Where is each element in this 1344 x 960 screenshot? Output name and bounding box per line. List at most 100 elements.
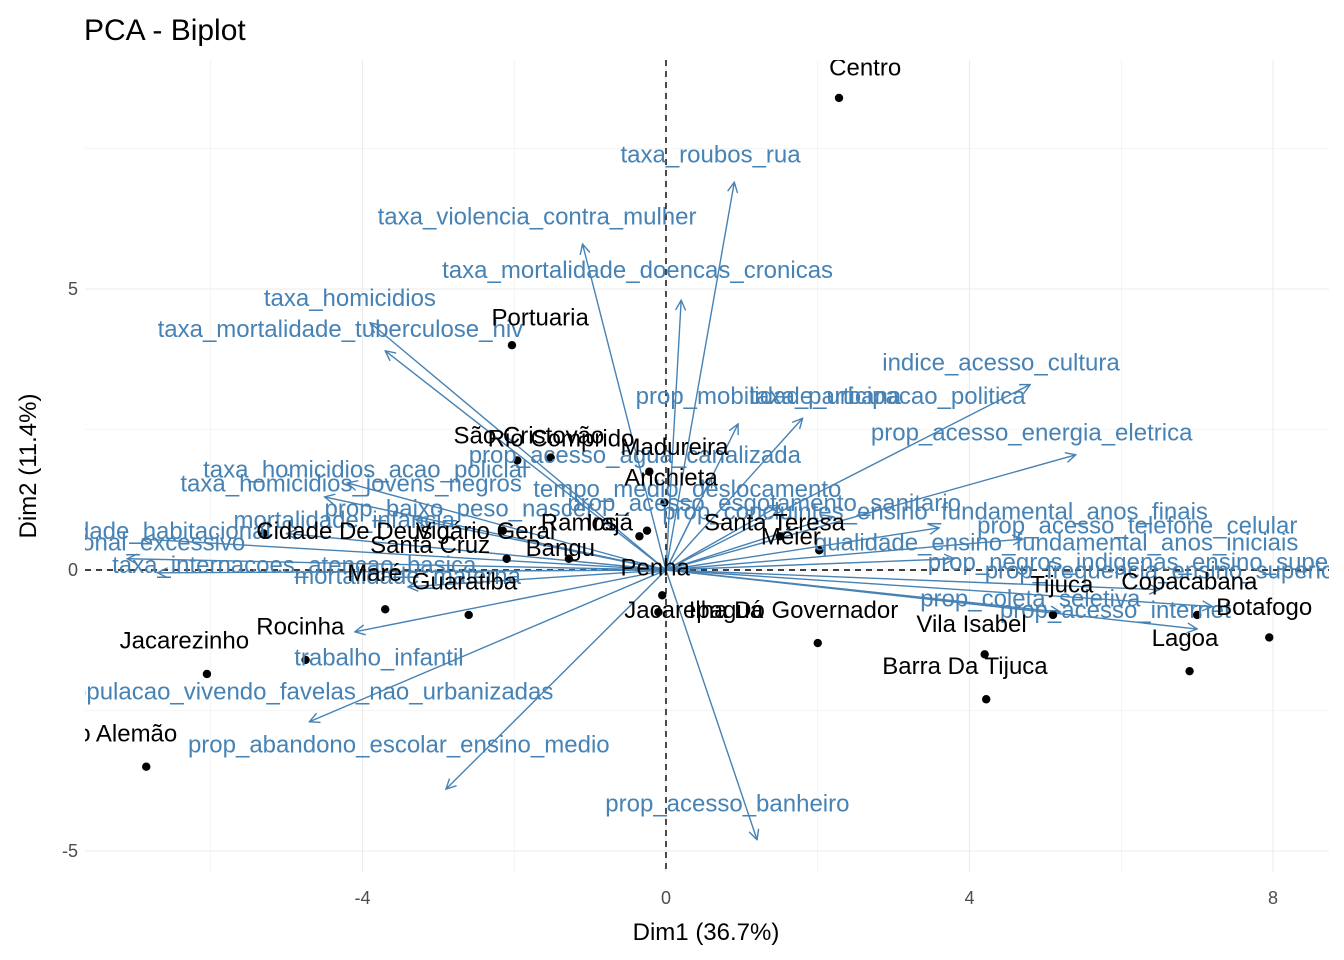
variable-arrow bbox=[416, 519, 667, 571]
individual-points bbox=[142, 93, 1274, 771]
variable-label: taxa_mortalidade_tuberculose_hiv bbox=[158, 316, 524, 343]
individual-point bbox=[202, 669, 212, 679]
individual-point bbox=[834, 93, 844, 103]
variable-label: prop_negros_indigenas_ensino_superior bbox=[928, 549, 1344, 576]
individual-point bbox=[507, 341, 517, 350]
individual-point bbox=[381, 605, 390, 614]
variable-label: taxa_homicidios_acao_policial bbox=[203, 456, 527, 483]
individual-label: Vigário Geral bbox=[416, 518, 556, 545]
variable-arrow bbox=[665, 300, 681, 571]
point-labels: taxa_roubos_rua taxa_violencia_contra_mul… bbox=[0, 54, 1344, 818]
chart-title: PCA - Biplot bbox=[84, 14, 246, 47]
y-axis-title: Dim2 (11.4%) bbox=[15, 394, 42, 539]
y-tick-label: -5 bbox=[62, 841, 78, 861]
individual-label: Copacabana bbox=[1121, 569, 1258, 596]
variable-label: taxa_internacoes_atencao_basica bbox=[112, 552, 477, 579]
variable-arrow bbox=[665, 539, 1023, 571]
variable-label: prop_frequencia_ensino_superior bbox=[985, 557, 1343, 584]
individual-label: Lagoa bbox=[1152, 625, 1219, 652]
individual-label: Ilha Do Governador bbox=[689, 597, 898, 624]
individual-label: Complexo Do Alemão bbox=[0, 720, 177, 747]
variable-arrow bbox=[665, 569, 1159, 590]
individual-label: Rio Comprido bbox=[488, 425, 635, 452]
variable-arrow bbox=[309, 569, 667, 722]
variable-arrow bbox=[665, 455, 1076, 571]
individual-point bbox=[658, 591, 667, 600]
individual-label: Centro bbox=[829, 54, 901, 81]
variable-label: prop_abandono_escolar_ensino_medio bbox=[188, 732, 610, 759]
variable-arrow bbox=[158, 570, 667, 573]
variable-label: prop_acesso_internet bbox=[1000, 597, 1231, 624]
individual-label: Tijuca bbox=[1030, 571, 1094, 598]
individual-point bbox=[635, 532, 644, 541]
individual-label: Jacarepaguá bbox=[624, 597, 763, 624]
variable-label: prop_mobilidade_urbana bbox=[636, 383, 902, 410]
individual-point bbox=[1048, 610, 1058, 620]
y-tick-label: 5 bbox=[68, 279, 78, 299]
variable-arrow bbox=[127, 559, 667, 571]
individual-label: Jacarezinho bbox=[120, 628, 249, 655]
x-tick-label: 8 bbox=[1268, 888, 1278, 908]
individual-label: Anchieta bbox=[624, 465, 718, 492]
variable-label: mortalidade_materna bbox=[294, 563, 521, 590]
variable-label: taxa_participacao_politica bbox=[749, 383, 1026, 410]
variable-label: prop_acesso_banheiro bbox=[605, 791, 849, 818]
individual-label: Cidade De Deus bbox=[256, 518, 432, 545]
variable-arrow bbox=[408, 569, 667, 587]
variable-arrow bbox=[665, 559, 954, 571]
variable-label: trabalho_infantil bbox=[294, 645, 463, 672]
individual-label: Barra Da Tijuca bbox=[882, 653, 1048, 680]
individual-point bbox=[660, 498, 669, 507]
variable-label: vulnerabilidade_habitacional bbox=[0, 518, 271, 545]
individual-label: Irajá bbox=[586, 510, 633, 537]
variable-arrow bbox=[665, 569, 1212, 607]
variable-arrow bbox=[665, 505, 780, 571]
individual-point bbox=[1192, 610, 1202, 620]
individual-point bbox=[775, 532, 785, 541]
variable-arrow bbox=[385, 351, 667, 571]
variable-label: taxa_mortalidade_doencas_cronicas bbox=[442, 257, 833, 284]
individual-label: Madureira bbox=[620, 434, 729, 461]
x-tick-label: 4 bbox=[965, 888, 975, 908]
individual-point bbox=[564, 554, 574, 563]
individual-point bbox=[645, 467, 654, 476]
variable-arrow bbox=[347, 483, 667, 571]
variable-arrow bbox=[665, 477, 712, 571]
variable-arrow bbox=[665, 385, 1030, 571]
individual-point bbox=[498, 526, 508, 535]
individual-point bbox=[142, 762, 151, 771]
variable-label: prop_acesso_esgotamento_sanitario bbox=[567, 490, 961, 517]
individual-point bbox=[259, 529, 269, 538]
individual-point bbox=[464, 610, 473, 620]
variable-label: taxa_roubos_rua bbox=[620, 142, 801, 169]
variable-arrow bbox=[665, 418, 803, 571]
variable-label: prop_concluintes_ensino_fundamental_anos… bbox=[662, 498, 1208, 525]
y-tick-label: 0 bbox=[68, 560, 78, 580]
variable-arrow bbox=[665, 182, 734, 571]
variable-label: deficit_habitacional_excessivo bbox=[0, 529, 245, 556]
variable-arrow bbox=[583, 244, 667, 571]
variable-arrow bbox=[665, 528, 939, 571]
variable-label: indice_acesso_cultura bbox=[882, 349, 1120, 376]
individual-label: São Cristovão bbox=[454, 423, 605, 450]
variable-label: prop_acesso_telefone_celular bbox=[977, 512, 1297, 539]
individual-point bbox=[980, 650, 989, 659]
variable-arrow bbox=[287, 533, 667, 571]
plot-area: taxa_roubos_rua taxa_violencia_contra_mul… bbox=[0, 54, 1344, 840]
individual-label: Guaratiba bbox=[412, 569, 518, 596]
variable-arrows bbox=[127, 182, 1212, 840]
gridlines bbox=[85, 60, 1329, 872]
variable-arrow bbox=[142, 539, 667, 571]
axis-ticks: -4 0 4 8 -5 0 5 bbox=[62, 279, 1278, 908]
x-tick-label: 0 bbox=[661, 888, 671, 908]
variable-label: prop_populacao_vivendo_favelas_nao_urban… bbox=[0, 678, 553, 705]
variable-label: taxa_homicidios bbox=[264, 285, 436, 312]
reference-lines bbox=[85, 60, 1329, 872]
individual-point bbox=[1265, 633, 1274, 642]
variable-label: taxa_violencia_contra_mulher bbox=[378, 203, 697, 230]
individual-label: Botafogo bbox=[1216, 594, 1312, 621]
individual-point bbox=[982, 695, 991, 704]
individual-point bbox=[502, 554, 511, 563]
variable-label: taxa_homicidios_jovens_negros bbox=[180, 470, 522, 497]
individual-label: Penha bbox=[620, 555, 690, 582]
